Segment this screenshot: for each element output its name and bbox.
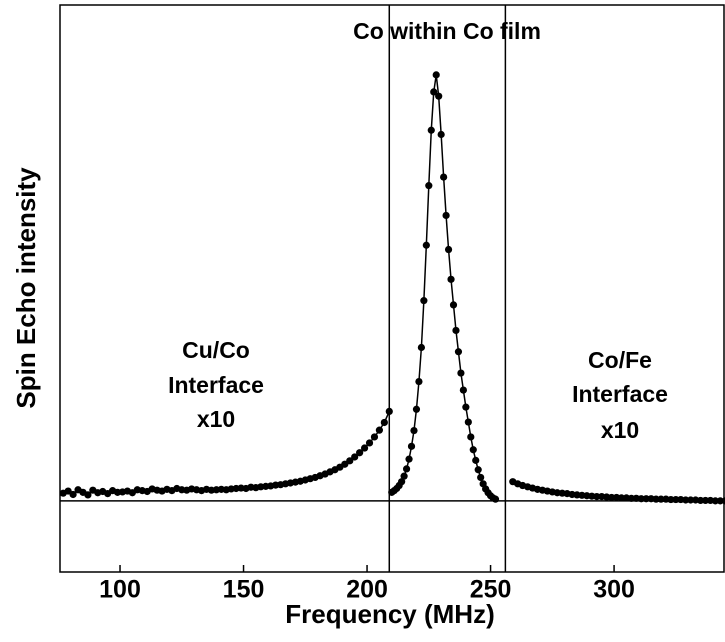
- data-point: [380, 418, 388, 427]
- data-point: [415, 377, 423, 386]
- x-tick-label: 250: [470, 576, 512, 604]
- x-tick-label: 200: [346, 576, 388, 604]
- data-point: [432, 71, 440, 79]
- data-point: [84, 491, 92, 499]
- data-point: [652, 495, 660, 503]
- data-point: [402, 465, 411, 473]
- data-point: [469, 446, 477, 454]
- data-point: [472, 456, 480, 464]
- data-point: [442, 211, 450, 220]
- data-point: [422, 241, 430, 249]
- data-point: [687, 496, 695, 504]
- x-tick-label: 300: [593, 576, 635, 604]
- data-point: [427, 126, 435, 134]
- data-point: [375, 426, 384, 434]
- data-point: [410, 426, 418, 435]
- data-point: [701, 496, 710, 505]
- data-point: [385, 407, 393, 415]
- data-point: [667, 495, 675, 504]
- data-point: [447, 275, 455, 283]
- data-point: [617, 494, 626, 502]
- annotation: Co/Fe: [588, 347, 652, 373]
- data-point: [444, 245, 453, 254]
- data-point: [459, 386, 467, 394]
- data-point: [454, 348, 463, 356]
- data-point: [435, 92, 443, 100]
- data-point: [452, 326, 460, 335]
- data-point: [682, 496, 690, 504]
- data-point: [462, 403, 470, 411]
- data-point: [356, 449, 364, 457]
- data-point: [365, 439, 374, 447]
- data-point: [407, 442, 416, 450]
- data-point: [346, 457, 354, 465]
- data-point: [425, 182, 433, 190]
- data-point: [711, 497, 719, 505]
- annotation: Interface: [168, 372, 264, 398]
- x-axis-label: Frequency (MHz): [285, 599, 494, 629]
- data-point: [351, 453, 359, 461]
- plot-frame: [59, 4, 725, 573]
- x-tick-label: 100: [99, 576, 141, 604]
- chart-title: Co within Co film: [353, 18, 541, 44]
- series-line: [391, 74, 496, 500]
- data-point: [412, 405, 421, 413]
- data-point: [657, 495, 665, 503]
- data-point: [467, 433, 475, 441]
- data-point: [417, 343, 425, 352]
- data-point: [627, 494, 635, 502]
- data-point: [608, 493, 616, 502]
- data-point: [474, 466, 482, 474]
- data-point: [449, 301, 458, 309]
- annotation: x10: [601, 417, 639, 443]
- annotation: Interface: [572, 381, 668, 407]
- data-point: [491, 495, 500, 503]
- annotation: x10: [197, 406, 235, 432]
- data-point: [464, 418, 472, 426]
- annotation: Cu/Co: [182, 337, 250, 363]
- data-point: [672, 495, 680, 504]
- data-point: [637, 495, 645, 503]
- data-point: [477, 473, 485, 482]
- data-point: [360, 444, 369, 452]
- data-point: [593, 492, 601, 501]
- data-point: [69, 490, 77, 499]
- data-point: [437, 130, 445, 139]
- data-point: [370, 433, 379, 441]
- data-point: [721, 497, 725, 505]
- data-point: [457, 369, 465, 377]
- data-point: [430, 88, 438, 96]
- data-point: [420, 297, 428, 305]
- data-point: [400, 472, 408, 480]
- x-tick-label: 150: [223, 576, 265, 604]
- data-point: [398, 478, 406, 486]
- data-point: [716, 497, 724, 505]
- data-point: [440, 173, 448, 181]
- y-axis-label: Spin Echo intensity: [11, 167, 41, 409]
- data-point: [405, 455, 413, 463]
- data-point: [642, 495, 650, 503]
- data-point: [696, 496, 705, 505]
